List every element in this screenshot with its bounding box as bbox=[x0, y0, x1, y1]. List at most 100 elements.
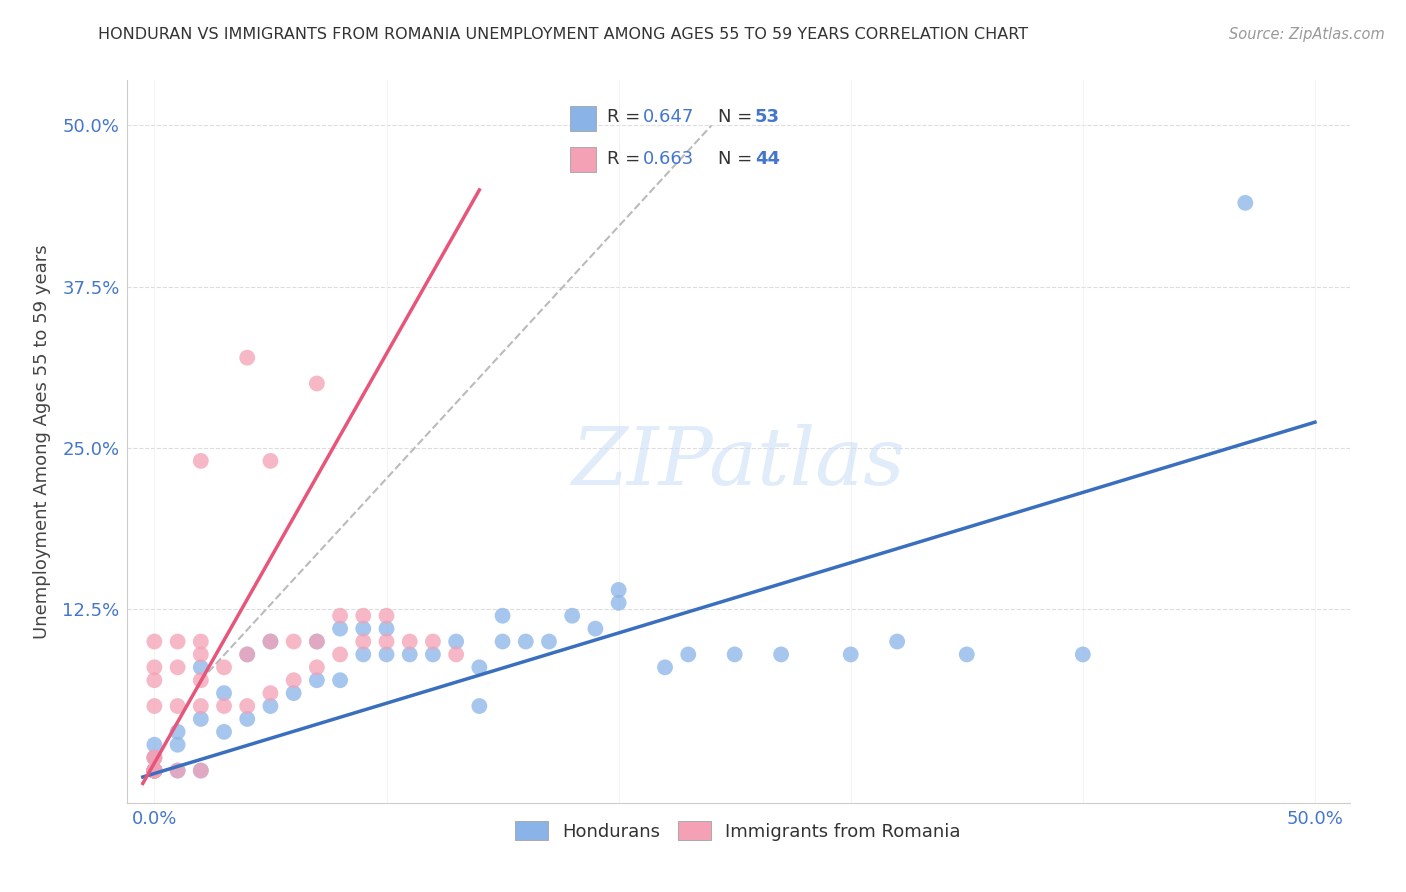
Point bbox=[143, 699, 166, 714]
Point bbox=[143, 764, 166, 778]
Point bbox=[352, 608, 374, 623]
Point bbox=[143, 764, 166, 778]
Y-axis label: Unemployment Among Ages 55 to 59 years: Unemployment Among Ages 55 to 59 years bbox=[34, 244, 51, 639]
Point bbox=[212, 699, 235, 714]
Point bbox=[1234, 195, 1257, 210]
Point bbox=[352, 622, 374, 636]
Point bbox=[259, 454, 281, 468]
Bar bbox=[571, 147, 596, 172]
Point bbox=[212, 724, 235, 739]
Point bbox=[236, 351, 259, 365]
Point bbox=[190, 764, 212, 778]
Point bbox=[143, 750, 166, 764]
Text: Source: ZipAtlas.com: Source: ZipAtlas.com bbox=[1229, 27, 1385, 42]
Point bbox=[166, 764, 188, 778]
Bar bbox=[571, 106, 596, 131]
Text: ZIPatlas: ZIPatlas bbox=[571, 425, 905, 502]
Point bbox=[398, 634, 420, 648]
Point bbox=[607, 596, 630, 610]
Point bbox=[375, 648, 398, 662]
Point bbox=[166, 634, 188, 648]
Point bbox=[305, 634, 328, 648]
Point bbox=[166, 738, 188, 752]
Point bbox=[375, 622, 398, 636]
Point bbox=[305, 673, 328, 688]
Point bbox=[444, 648, 467, 662]
Point bbox=[352, 648, 374, 662]
Text: N =: N = bbox=[718, 108, 758, 126]
Point bbox=[143, 764, 166, 778]
Point bbox=[305, 376, 328, 391]
Point bbox=[537, 634, 560, 648]
Point bbox=[839, 648, 862, 662]
Point bbox=[143, 764, 166, 778]
Point bbox=[329, 622, 352, 636]
Point bbox=[143, 764, 166, 778]
Point bbox=[166, 724, 188, 739]
Point bbox=[236, 699, 259, 714]
Point bbox=[329, 648, 352, 662]
Text: 0.647: 0.647 bbox=[643, 108, 695, 126]
Point bbox=[212, 686, 235, 700]
Point bbox=[283, 686, 305, 700]
Point bbox=[143, 738, 166, 752]
Point bbox=[143, 764, 166, 778]
Point bbox=[375, 634, 398, 648]
Point bbox=[143, 764, 166, 778]
Point bbox=[956, 648, 979, 662]
Point bbox=[143, 764, 166, 778]
Point bbox=[143, 764, 166, 778]
Point bbox=[770, 648, 793, 662]
Point bbox=[1071, 648, 1094, 662]
Text: 0.663: 0.663 bbox=[643, 150, 695, 168]
Point bbox=[166, 660, 188, 674]
Point bbox=[259, 699, 281, 714]
Point bbox=[236, 648, 259, 662]
Point bbox=[283, 634, 305, 648]
Text: N =: N = bbox=[718, 150, 758, 168]
Point bbox=[259, 686, 281, 700]
Point bbox=[305, 660, 328, 674]
Point bbox=[259, 634, 281, 648]
Point bbox=[143, 634, 166, 648]
Point bbox=[190, 648, 212, 662]
Point bbox=[190, 712, 212, 726]
Point bbox=[678, 648, 700, 662]
Point bbox=[422, 634, 444, 648]
Point bbox=[468, 699, 491, 714]
Point bbox=[166, 764, 188, 778]
Point bbox=[468, 660, 491, 674]
Point bbox=[515, 634, 537, 648]
Text: R =: R = bbox=[606, 150, 645, 168]
Point bbox=[143, 750, 166, 764]
Point bbox=[143, 660, 166, 674]
Point bbox=[143, 764, 166, 778]
Point bbox=[422, 648, 444, 662]
Point bbox=[444, 634, 467, 648]
Point bbox=[491, 634, 513, 648]
Point bbox=[352, 634, 374, 648]
Point bbox=[190, 454, 212, 468]
Point bbox=[283, 673, 305, 688]
Point bbox=[143, 750, 166, 764]
Point bbox=[190, 660, 212, 674]
Point bbox=[724, 648, 747, 662]
Point bbox=[143, 764, 166, 778]
Text: 53: 53 bbox=[755, 108, 780, 126]
Point bbox=[190, 673, 212, 688]
Point bbox=[190, 699, 212, 714]
Point bbox=[886, 634, 908, 648]
Point bbox=[329, 673, 352, 688]
Point bbox=[398, 648, 420, 662]
Point bbox=[561, 608, 583, 623]
Point bbox=[654, 660, 676, 674]
Point bbox=[583, 622, 606, 636]
Point bbox=[212, 660, 235, 674]
Point bbox=[491, 608, 513, 623]
Point bbox=[166, 699, 188, 714]
Point bbox=[329, 608, 352, 623]
Point bbox=[143, 764, 166, 778]
Text: R =: R = bbox=[606, 108, 645, 126]
Point bbox=[143, 764, 166, 778]
Text: 44: 44 bbox=[755, 150, 780, 168]
